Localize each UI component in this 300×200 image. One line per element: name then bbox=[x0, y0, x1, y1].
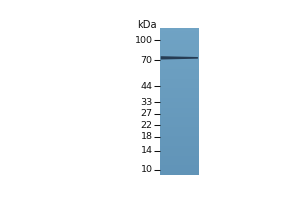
Text: 27: 27 bbox=[141, 109, 153, 118]
Text: 22: 22 bbox=[141, 121, 153, 130]
Bar bbox=[199, 24, 270, 178]
Text: 44: 44 bbox=[141, 82, 153, 91]
Polygon shape bbox=[161, 56, 198, 60]
Text: kDa: kDa bbox=[138, 20, 157, 30]
Text: 70: 70 bbox=[141, 56, 153, 65]
Text: 33: 33 bbox=[140, 98, 153, 107]
Text: 14: 14 bbox=[141, 146, 153, 155]
Text: 18: 18 bbox=[141, 132, 153, 141]
Text: 10: 10 bbox=[141, 165, 153, 174]
Text: 100: 100 bbox=[135, 36, 153, 45]
